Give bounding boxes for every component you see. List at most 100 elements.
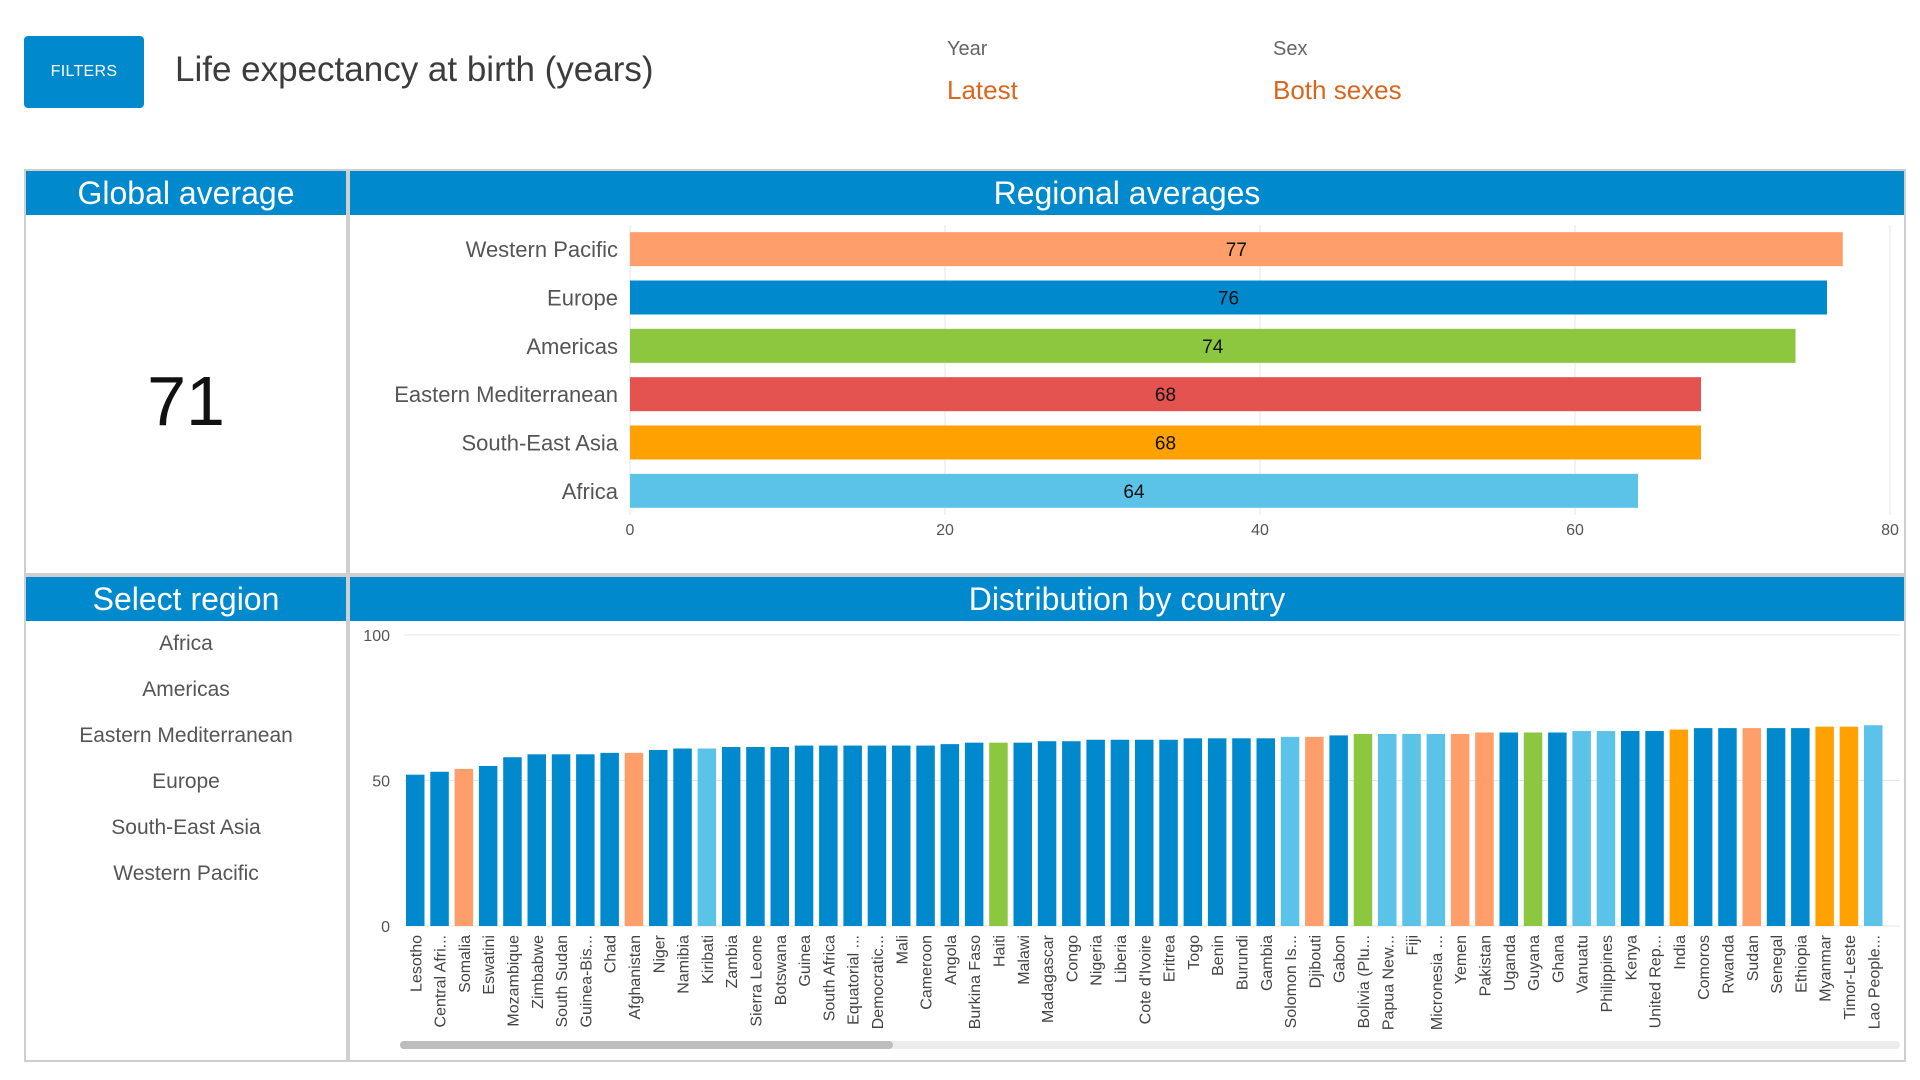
- regional-averages-chart: 0 20 40 60 80 Western Pacific 77 Europe 76 Americ…: [394, 225, 1899, 539]
- region-list: Africa Americas Eastern Mediterranean Eu…: [26, 621, 346, 897]
- region-item-europe[interactable]: Europe: [152, 770, 220, 793]
- year-filter-label: Year: [947, 38, 988, 60]
- country-bar-namibia[interactable]: [673, 748, 692, 926]
- country-label-angola: Angola: [943, 935, 960, 985]
- country-label-madagascar: Madagascar: [1040, 934, 1057, 1023]
- year-filter[interactable]: Year Latest: [947, 38, 1018, 106]
- country-bar-congo[interactable]: [1062, 741, 1081, 926]
- region-item-western-pacific[interactable]: Western Pacific: [113, 862, 259, 885]
- year-filter-value[interactable]: Latest: [947, 75, 1018, 105]
- country-bar-micronesia[interactable]: [1426, 733, 1446, 926]
- country-label-senegal: Senegal: [1769, 935, 1786, 994]
- country-bar-chad[interactable]: [600, 752, 619, 926]
- sex-filter[interactable]: Sex Both sexes: [1273, 38, 1402, 106]
- bar-western-pacific[interactable]: [630, 232, 1843, 267]
- country-bar-rwanda[interactable]: [1718, 728, 1737, 926]
- y-tick-label: 50: [372, 774, 390, 791]
- country-bar-solomon-is[interactable]: [1280, 736, 1300, 926]
- country-bar-burkina-faso[interactable]: [964, 742, 984, 926]
- country-bar-papua-new[interactable]: [1378, 733, 1397, 926]
- country-bar-cameroon[interactable]: [916, 745, 935, 926]
- country-label-central-afri: Central Afri...: [433, 935, 450, 1027]
- country-bar-senegal[interactable]: [1766, 728, 1786, 926]
- country-bar-equatorial[interactable]: [843, 745, 862, 926]
- country-bar-benin[interactable]: [1207, 738, 1227, 926]
- country-label-congo: Congo: [1064, 935, 1081, 982]
- country-bar-nigeria[interactable]: [1086, 739, 1105, 926]
- country-label-south-africa: South Africa: [821, 935, 838, 1021]
- country-bar-liberia[interactable]: [1110, 739, 1130, 926]
- country-bar-kenya[interactable]: [1621, 731, 1640, 926]
- country-bar-kiribati[interactable]: [697, 748, 717, 926]
- country-bar-malawi[interactable]: [1013, 742, 1033, 926]
- country-bar-pakistan[interactable]: [1475, 732, 1494, 926]
- country-bar-guyana[interactable]: [1523, 732, 1543, 926]
- global-average-value: 71: [147, 362, 225, 440]
- sex-filter-value[interactable]: Both sexes: [1273, 75, 1402, 105]
- country-bar-zambia[interactable]: [721, 747, 741, 926]
- country-bar-sudan[interactable]: [1742, 728, 1762, 926]
- country-bar-eritrea[interactable]: [1159, 739, 1178, 926]
- country-bar-burundi[interactable]: [1232, 738, 1251, 926]
- bar-south-east-asia[interactable]: [630, 425, 1701, 460]
- country-bar-cote-d-ivoire[interactable]: [1135, 739, 1154, 926]
- country-bar-india[interactable]: [1669, 729, 1689, 926]
- country-bar-bolivia-plu[interactable]: [1353, 733, 1373, 926]
- country-bar-eswatini[interactable]: [478, 765, 498, 926]
- country-bar-south-africa[interactable]: [819, 745, 838, 926]
- filters-button[interactable]: FILTERS: [24, 36, 144, 108]
- country-label-papua-new: Papua New...: [1380, 935, 1397, 1030]
- scrollbar-thumb[interactable]: [400, 1041, 893, 1049]
- country-bar-timor-leste[interactable]: [1839, 726, 1859, 926]
- country-bar-south-sudan[interactable]: [551, 754, 571, 926]
- country-bar-guinea-bis[interactable]: [576, 754, 595, 926]
- country-bar-myanmar[interactable]: [1815, 726, 1834, 926]
- country-bar-somalia[interactable]: [454, 768, 474, 926]
- category-label-western-pacific: Western Pacific: [466, 237, 618, 262]
- country-bar-philippines[interactable]: [1596, 731, 1616, 926]
- country-bar-djibouti[interactable]: [1305, 736, 1324, 926]
- country-bar-united-rep[interactable]: [1645, 731, 1664, 926]
- country-bar-democratic[interactable]: [867, 745, 887, 926]
- country-bar-ethiopia[interactable]: [1791, 728, 1810, 926]
- country-bar-niger[interactable]: [649, 749, 668, 926]
- country-label-solomon-is: Solomon Is...: [1283, 935, 1300, 1028]
- country-bar-afghanistan[interactable]: [624, 752, 644, 926]
- country-bar-gabon[interactable]: [1329, 735, 1348, 926]
- country-label-eritrea: Eritrea: [1162, 935, 1179, 982]
- country-bar-yemen[interactable]: [1450, 733, 1470, 926]
- country-bar-central-afri[interactable]: [430, 771, 449, 926]
- country-bar-haiti[interactable]: [989, 742, 1008, 926]
- country-label-benin: Benin: [1210, 935, 1227, 976]
- country-bar-gambia[interactable]: [1256, 738, 1276, 926]
- country-bar-lao-people[interactable]: [1864, 725, 1883, 926]
- region-item-africa[interactable]: Africa: [159, 632, 213, 655]
- bar-africa[interactable]: [630, 473, 1638, 508]
- bar-americas[interactable]: [630, 328, 1796, 363]
- country-bar-zimbabwe[interactable]: [527, 754, 547, 926]
- region-item-south-east-asia[interactable]: South-East Asia: [111, 816, 261, 839]
- country-bar-lesotho[interactable]: [406, 774, 425, 926]
- country-bar-uganda[interactable]: [1499, 732, 1519, 926]
- country-bar-comoros[interactable]: [1693, 728, 1713, 926]
- country-bar-vanuatu[interactable]: [1572, 731, 1591, 926]
- country-bar-madagascar[interactable]: [1037, 741, 1057, 926]
- country-bar-ghana[interactable]: [1548, 732, 1567, 926]
- bar-eastern-mediterranean[interactable]: [630, 377, 1701, 412]
- country-bar-fiji[interactable]: [1402, 733, 1421, 926]
- region-item-eastern-mediterranean[interactable]: Eastern Mediterranean: [79, 724, 293, 747]
- country-bar-togo[interactable]: [1183, 738, 1203, 926]
- country-label-djibouti: Djibouti: [1307, 935, 1324, 988]
- country-bar-mali[interactable]: [892, 745, 911, 926]
- bar-europe[interactable]: [630, 280, 1827, 315]
- country-label-timor-leste: Timor-Leste: [1842, 935, 1859, 1020]
- country-label-burundi: Burundi: [1234, 935, 1251, 990]
- country-bar-mozambique[interactable]: [503, 757, 522, 926]
- country-bar-botswana[interactable]: [770, 747, 790, 926]
- country-bar-angola[interactable]: [940, 744, 960, 926]
- distribution-chart: 0 50 100 Lesotho Central Afri... Somalia Eswat…: [363, 628, 1900, 1049]
- category-label-south-east-asia: South-East Asia: [461, 431, 618, 456]
- country-bar-sierra-leone[interactable]: [746, 747, 765, 926]
- region-item-americas[interactable]: Americas: [142, 678, 230, 701]
- country-bar-guinea[interactable]: [794, 745, 814, 926]
